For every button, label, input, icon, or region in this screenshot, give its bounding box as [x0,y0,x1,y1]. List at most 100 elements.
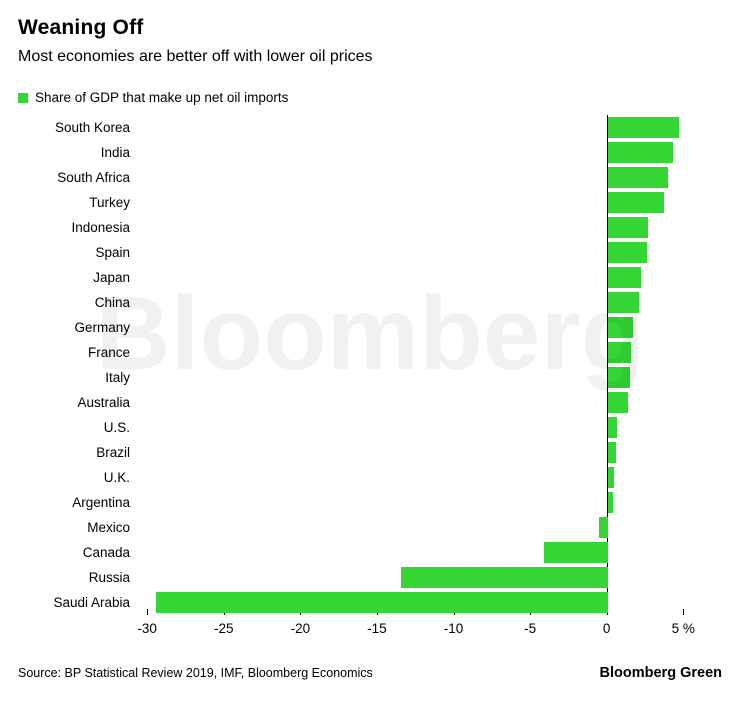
axis-tick-label: 0 [602,621,611,636]
footer: Source: BP Statistical Review 2019, IMF,… [18,665,722,681]
bar [608,492,613,513]
brand-logo: Bloomberg Green [599,665,722,681]
axis-tick-label: 5 % [671,621,695,636]
category-label: South Korea [54,120,130,135]
subtitle: Most economies are better off with lower… [18,48,373,65]
bar [608,417,618,438]
category-label: China [94,295,130,310]
plot-area [138,215,722,240]
chart-row: Saudi Arabia [18,590,722,615]
chart-row: Spain [18,240,722,265]
plot-area [138,590,722,615]
plot-area [138,390,722,415]
axis-tick-label: -20 [290,621,311,636]
plot-area [138,290,722,315]
category-label: Japan [93,270,130,285]
bar [543,542,609,563]
category-label: Spain [95,245,130,260]
plot-area [138,265,722,290]
bar [608,167,669,188]
category-label: Australia [77,395,130,410]
plot-area [138,540,722,565]
bar [608,317,633,338]
plot-area [138,490,722,515]
category-label: Germany [74,320,130,335]
category-label: India [100,145,130,160]
chart-row: Argentina [18,490,722,515]
legend: Share of GDP that make up net oil import… [18,90,722,105]
chart-row: Brazil [18,440,722,465]
chart-rows: South Korea India South Africa Turkey Indone… [18,115,722,615]
bar [608,267,641,288]
plot-area [138,515,722,540]
chart-row: Germany [18,315,722,340]
category-label: Argentina [72,495,130,510]
axis-tick-label: -10 [443,621,464,636]
bar [156,592,609,613]
category-label: U.S. [103,420,130,435]
bar [608,192,664,213]
chart-row: South Africa [18,165,722,190]
x-axis: -30 -25 -20 -15 -10 -5 0 5 % [137,615,720,639]
axis-tick-label: -30 [137,621,157,636]
plot-area [138,190,722,215]
chart-row: India [18,140,722,165]
plot-area [138,465,722,490]
category-label: U.K. [103,470,130,485]
bar [608,117,679,138]
category-label: Canada [82,545,130,560]
axis-tick-label: -25 [214,621,234,636]
plot-area [138,440,722,465]
axis-tick-mark [147,609,149,615]
axis-tick-label: -15 [367,621,387,636]
axis-tick-mark [683,609,685,615]
bar [608,392,629,413]
bar [608,342,632,363]
chart-row: U.K. [18,465,722,490]
chart-row: Mexico [18,515,722,540]
category-label: Russia [88,570,130,585]
category-label: Mexico [87,520,130,535]
plot-area [138,365,722,390]
plot-area [138,315,722,340]
chart-row: Turkey [18,190,722,215]
category-label: South Africa [57,170,130,185]
bar [608,292,639,313]
plot-area [138,340,722,365]
axis-tick-label: -5 [524,621,537,636]
bar [608,217,649,238]
plot-area [138,240,722,265]
category-label: Saudi Arabia [53,595,130,610]
page-title: Weaning Off [18,16,144,39]
plot-area [138,140,722,165]
bar [400,567,609,588]
bar [599,517,609,538]
category-label: Turkey [89,195,130,210]
plot-area [138,415,722,440]
plot-area [138,115,722,140]
bar [608,242,647,263]
plot-area [138,565,722,590]
chart-row: France [18,340,722,365]
legend-label: Share of GDP that make up net oil import… [35,90,289,105]
category-label: Brazil [96,445,130,460]
zero-axis-line [606,115,608,615]
category-label: France [87,345,130,360]
chart-row: Japan [18,265,722,290]
category-label: Indonesia [71,220,130,235]
chart-row: U.S. [18,415,722,440]
chart-row: Italy [18,365,722,390]
chart-row: China [18,290,722,315]
bar [608,367,630,388]
chart-row: South Korea [18,115,722,140]
chart-row: Indonesia [18,215,722,240]
category-label: Italy [105,370,130,385]
chart-row: Australia [18,390,722,415]
bar [608,442,616,463]
bar [608,142,673,163]
source-note: Source: BP Statistical Review 2019, IMF,… [18,666,373,680]
plot-area [138,165,722,190]
legend-swatch-icon [18,92,28,103]
chart-row: Canada [18,540,722,565]
